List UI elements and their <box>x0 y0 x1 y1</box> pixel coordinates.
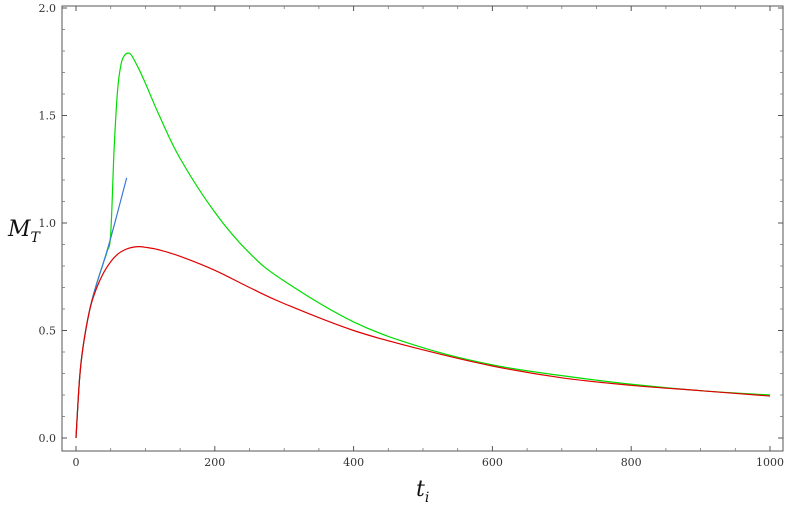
y-axis-label-main: M <box>7 217 31 242</box>
x-tick-label: 200 <box>204 456 225 469</box>
x-tick-label: 800 <box>621 456 642 469</box>
y-tick-label: 0.0 <box>39 432 57 445</box>
plot-frame <box>61 5 784 452</box>
y-axis-label-sub: T <box>31 230 42 246</box>
x-tick-label: 600 <box>482 456 503 469</box>
x-axis-label: ti <box>416 477 429 505</box>
y-tick-label: 1.0 <box>39 217 57 230</box>
x-tick-label: 400 <box>343 456 364 469</box>
y-tick-label: 0.5 <box>39 325 57 338</box>
x-tick-label: 0 <box>73 456 80 469</box>
x-axis-ticks: 0 200 400 600 800 1000 <box>73 6 784 469</box>
x-tick-label: 1000 <box>756 456 784 469</box>
y-axis-ticks: 0.0 0.5 1.0 1.5 2.0 <box>39 2 783 445</box>
y-tick-label: 1.5 <box>39 110 57 123</box>
x-axis-label-main: t <box>416 477 425 502</box>
series-line-1 <box>75 52 771 439</box>
series-line-3 <box>75 246 771 439</box>
x-axis-label-sub: i <box>425 490 429 505</box>
series-layer <box>75 52 771 439</box>
series-line-2 <box>75 177 128 439</box>
y-tick-label: 2.0 <box>39 2 57 15</box>
y-axis-label: MT <box>7 217 42 246</box>
